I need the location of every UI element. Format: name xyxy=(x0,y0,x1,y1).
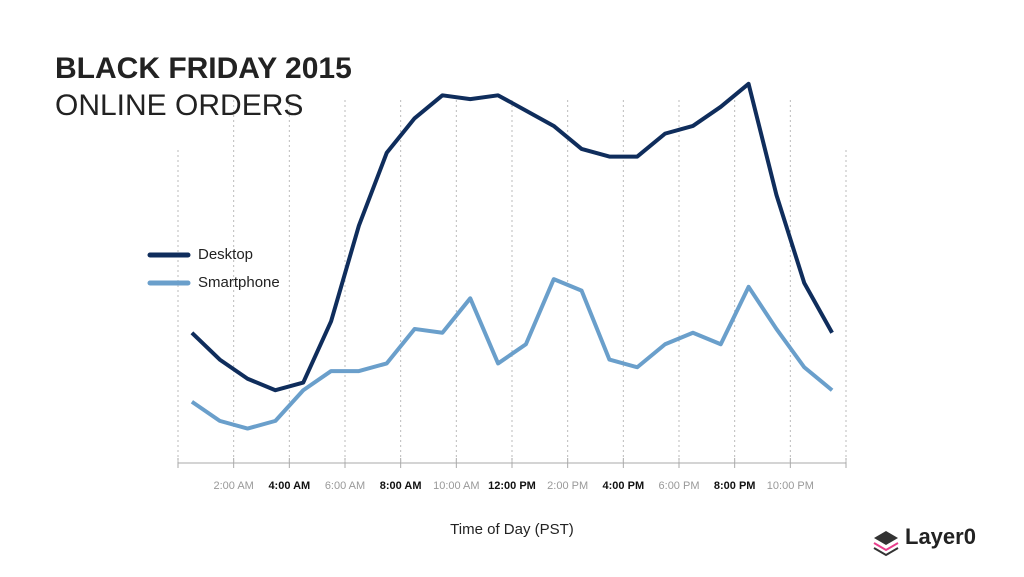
series-line xyxy=(190,277,834,431)
x-tick-label: 2:00 AM xyxy=(213,480,253,492)
x-axis-label: Time of Day (PST) xyxy=(450,521,574,538)
x-tick-label: 10:00 PM xyxy=(767,480,814,492)
x-tick-label: 4:00 AM xyxy=(268,480,310,492)
series-line xyxy=(190,81,834,393)
legend-label: Desktop xyxy=(198,246,253,263)
x-tick-label: 8:00 PM xyxy=(714,480,756,492)
x-tick-label: 4:00 PM xyxy=(603,480,645,492)
x-tick-label: 8:00 AM xyxy=(380,480,422,492)
x-tick-label: 6:00 PM xyxy=(659,480,700,492)
x-tick-label: 12:00 PM xyxy=(488,480,536,492)
x-tick-label: 10:00 AM xyxy=(433,480,479,492)
logo-icon xyxy=(873,531,899,557)
x-tick-label: 2:00 PM xyxy=(547,480,588,492)
logo-text: Layer0 xyxy=(905,524,976,549)
x-tick-label: 6:00 AM xyxy=(325,480,365,492)
legend-label: Smartphone xyxy=(198,274,280,291)
chart-title: BLACK FRIDAY 2015 xyxy=(55,52,352,85)
chart-subtitle: ONLINE ORDERS xyxy=(55,89,303,122)
